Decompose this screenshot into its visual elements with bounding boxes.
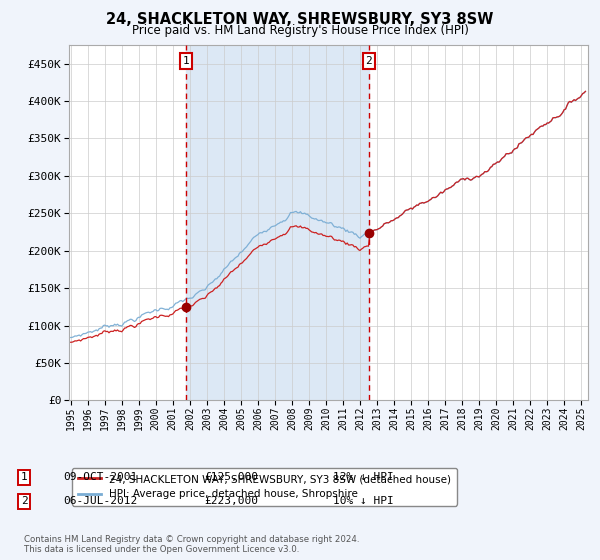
Text: 2: 2 (365, 56, 372, 66)
Bar (186, 45, 368, 400)
Text: Contains HM Land Registry data © Crown copyright and database right 2024.
This d: Contains HM Land Registry data © Crown c… (24, 535, 359, 554)
Text: 24, SHACKLETON WAY, SHREWSBURY, SY3 8SW: 24, SHACKLETON WAY, SHREWSBURY, SY3 8SW (106, 12, 494, 27)
Text: 09-OCT-2001: 09-OCT-2001 (63, 472, 137, 482)
Text: 06-JUL-2012: 06-JUL-2012 (63, 496, 137, 506)
Text: 10% ↓ HPI: 10% ↓ HPI (333, 496, 394, 506)
Text: 1: 1 (182, 56, 189, 66)
Text: 12% ↓ HPI: 12% ↓ HPI (333, 472, 394, 482)
Text: £125,000: £125,000 (204, 472, 258, 482)
Legend: 24, SHACKLETON WAY, SHREWSBURY, SY3 8SW (detached house), HPI: Average price, de: 24, SHACKLETON WAY, SHREWSBURY, SY3 8SW … (71, 468, 457, 506)
Text: £223,000: £223,000 (204, 496, 258, 506)
Text: 2: 2 (20, 496, 28, 506)
Text: Price paid vs. HM Land Registry's House Price Index (HPI): Price paid vs. HM Land Registry's House … (131, 24, 469, 36)
Text: 1: 1 (20, 472, 28, 482)
